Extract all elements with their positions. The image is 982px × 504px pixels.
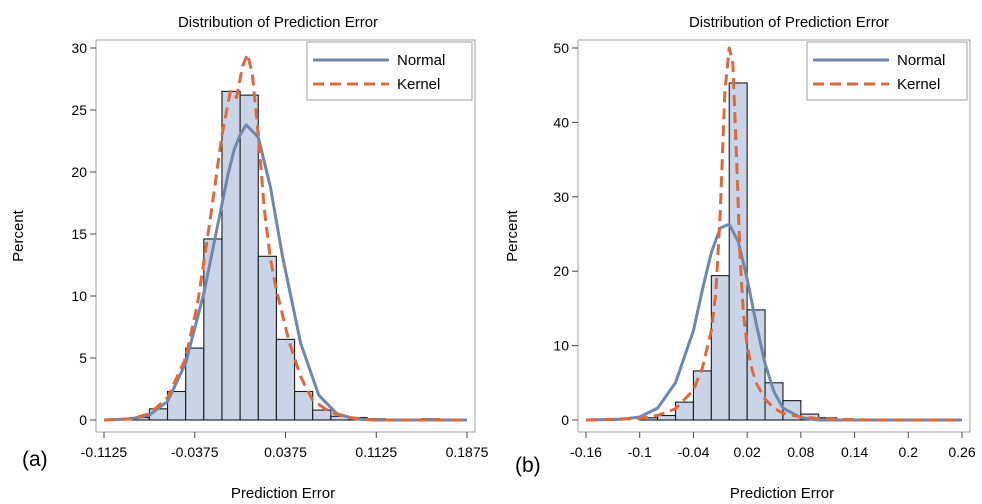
plot-frame bbox=[577, 39, 971, 433]
kernel-curve bbox=[585, 46, 962, 422]
legend-label-kernel: Kernel bbox=[397, 76, 440, 93]
histogram-bar bbox=[185, 347, 205, 421]
x-tick-label: 0.2 bbox=[899, 444, 919, 460]
histogram-bar bbox=[239, 94, 259, 421]
x-tick-label: -0.0375 bbox=[171, 444, 219, 460]
kernel-curve bbox=[103, 52, 467, 422]
legend-box bbox=[806, 41, 968, 101]
x-tick-label: 0.0375 bbox=[264, 444, 307, 460]
x-tick-label: 0.14 bbox=[841, 444, 868, 460]
x-tick-label: -0.1 bbox=[628, 444, 652, 460]
histogram-bar bbox=[203, 238, 223, 421]
y-tick-label: 50 bbox=[553, 40, 569, 56]
x-tick-label: 0.1125 bbox=[355, 444, 397, 460]
legend-label-kernel: Kernel bbox=[897, 76, 940, 93]
x-tick-label: 0.08 bbox=[787, 444, 814, 460]
x-axis-label: Prediction Error bbox=[730, 485, 834, 502]
histogram-bar bbox=[657, 414, 677, 421]
y-tick-label: 30 bbox=[553, 189, 569, 205]
histogram-bar bbox=[692, 370, 712, 421]
x-tick-label: 0.02 bbox=[734, 444, 761, 460]
y-axis-label: Percent bbox=[10, 209, 27, 262]
histogram-bar bbox=[312, 409, 332, 421]
x-tick-label: 0.1875 bbox=[446, 444, 489, 460]
x-tick-label: -0.04 bbox=[677, 444, 709, 460]
chart-a: Distribution of Prediction Error 0 5 10 15 20… bbox=[10, 14, 489, 502]
y-tick-label: 10 bbox=[553, 338, 569, 354]
panel-label-b: (b) bbox=[515, 454, 541, 477]
normal-curve bbox=[103, 123, 467, 422]
chart-title: Distribution of Prediction Error bbox=[689, 14, 889, 31]
legend-label-normal: Normal bbox=[397, 52, 445, 69]
panel-label-a: (a) bbox=[22, 448, 48, 471]
y-tick-label: 40 bbox=[553, 114, 569, 130]
y-tick-label: 20 bbox=[71, 164, 87, 180]
y-axis-label: Percent bbox=[504, 209, 521, 262]
legend-label-normal: Normal bbox=[897, 52, 945, 69]
legend-box bbox=[306, 41, 473, 101]
histogram-bar bbox=[275, 338, 296, 421]
y-tick-label: 0 bbox=[561, 412, 569, 428]
y-tick-label: 10 bbox=[71, 288, 87, 304]
histogram-bar bbox=[257, 255, 277, 421]
histogram-bar bbox=[728, 82, 748, 421]
x-axis-label: Prediction Error bbox=[231, 485, 335, 502]
y-tick-label: 0 bbox=[79, 412, 87, 428]
chart-b: Distribution of Prediction Error 0 10 20 30 4… bbox=[504, 14, 976, 502]
y-tick-label: 5 bbox=[79, 350, 87, 366]
y-tick-label: 25 bbox=[71, 102, 87, 118]
y-tick-label: 20 bbox=[553, 263, 569, 279]
x-tick-label: -0.1125 bbox=[81, 444, 128, 460]
y-tick-label: 30 bbox=[71, 40, 87, 56]
histogram-bar bbox=[294, 390, 314, 421]
x-tick-label: -0.16 bbox=[570, 444, 602, 460]
y-tick-label: 15 bbox=[71, 226, 87, 242]
x-tick-label: 0.26 bbox=[948, 444, 975, 460]
chart-title: Distribution of Prediction Error bbox=[178, 14, 378, 31]
